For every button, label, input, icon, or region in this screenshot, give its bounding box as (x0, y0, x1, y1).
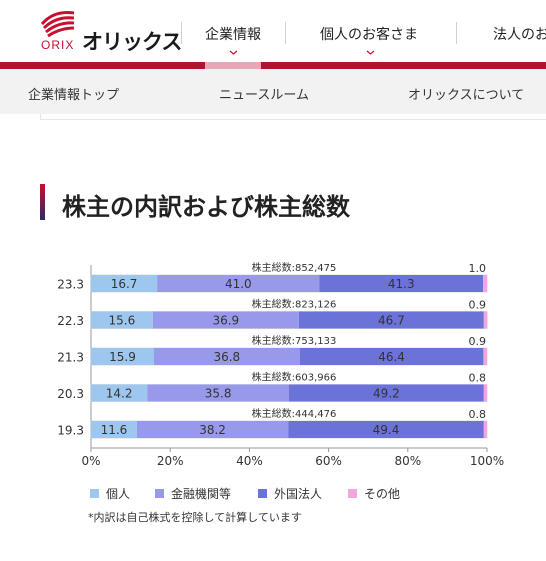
legend-item-foreign: 外国法人 (258, 485, 323, 501)
x-tick-label: 40% (236, 454, 263, 468)
data-label: 0.8 (469, 372, 487, 385)
bar-segment (483, 275, 487, 292)
bar-segment (483, 311, 488, 329)
category-label: 19.3 (57, 424, 84, 438)
bar-segment (483, 384, 487, 402)
orix-logo-mark (40, 11, 75, 38)
x-tick-label: 0% (81, 454, 100, 468)
subnav-newsroom[interactable]: ニュースルーム (219, 88, 309, 103)
data-label: 46.7 (378, 314, 405, 328)
data-label: 16.7 (111, 277, 138, 291)
legend-swatch (258, 489, 267, 498)
bar-segment (91, 348, 154, 365)
footnote: *内訳は自己株式を控除して計算しています (88, 511, 302, 524)
legend-label: その他 (364, 487, 401, 501)
subnav-corporate-top[interactable]: 企業情報トップ (28, 88, 120, 103)
data-label: 0.9 (469, 299, 487, 312)
site-header: ORIX オリックス 企業情報 個人のお客さま 法人のお (0, 0, 546, 62)
total-shareholders-label: 株主総数:444,476 (252, 407, 337, 420)
legend-item-financial: 金融機関等 (155, 485, 232, 501)
data-label: 49.4 (373, 423, 400, 437)
active-nav-indicator (205, 62, 261, 69)
data-label: 41.0 (225, 277, 252, 291)
header-red-bar (0, 62, 546, 69)
category-label: 21.3 (57, 351, 84, 365)
legend-item-individual: 個人 (90, 485, 131, 501)
x-tick-label: 100% (470, 454, 504, 468)
page-title: 株主の内訳および株主総数 (62, 193, 350, 221)
data-label: 49.2 (373, 387, 400, 401)
x-tick-label: 80% (394, 454, 421, 468)
total-shareholders-label: 株主総数:603,966 (252, 371, 337, 384)
heading-accent-bar (40, 184, 45, 220)
data-label: 11.6 (101, 423, 128, 437)
bar-segment (288, 421, 484, 438)
bar-segment (152, 311, 299, 329)
category-label: 22.3 (57, 314, 84, 328)
gnav-corporate-info[interactable]: 企業情報 (205, 27, 261, 43)
subnav-about-orix[interactable]: オリックスについて (408, 88, 525, 103)
total-shareholders-label: 株主総数:852,475 (252, 261, 337, 274)
legend-swatch (90, 489, 99, 498)
bar-segment (91, 421, 137, 438)
data-label: 41.3 (388, 277, 415, 291)
data-label: 0.9 (469, 335, 487, 348)
gnav-corporate[interactable]: 法人のお (493, 27, 546, 43)
logo-wordmark-jp: オリックス (82, 30, 182, 54)
x-tick-label: 60% (315, 454, 342, 468)
orix-logo[interactable]: ORIX オリックス (40, 10, 182, 54)
data-label: 36.9 (212, 314, 239, 328)
header-divider (285, 22, 286, 44)
data-label: 38.2 (199, 423, 226, 437)
header-divider (181, 22, 182, 44)
chevron-down-icon (229, 50, 238, 55)
bar-segment (91, 311, 153, 329)
sub-navigation: 企業情報トップ ニュースルーム オリックスについて (0, 69, 546, 114)
legend-swatch (348, 489, 357, 498)
legend-swatch (155, 489, 164, 498)
bar-segment (91, 275, 158, 292)
data-label: 35.8 (205, 387, 232, 401)
divider (40, 114, 546, 120)
shareholder-breakdown-chart: 23.3 株主総数:852,475 16.7 41.0 41.3 1.0 22.3 株主総数:… (57, 261, 504, 468)
bar-segment (483, 421, 487, 438)
bar-segment (289, 384, 484, 402)
category-label: 23.3 (57, 278, 84, 292)
data-label: 0.8 (469, 408, 487, 421)
chevron-down-icon (366, 50, 375, 55)
x-tick-label: 20% (157, 454, 184, 468)
data-label: 36.8 (213, 350, 240, 364)
legend-label: 個人 (106, 487, 131, 501)
gnav-individual[interactable]: 個人のお客さま (320, 27, 418, 43)
bar-segment (319, 275, 484, 292)
bar-segment (136, 421, 289, 438)
bar-segment (91, 384, 148, 402)
data-label: 15.6 (109, 314, 136, 328)
total-shareholders-label: 株主総数:753,133 (252, 334, 337, 347)
category-label: 20.3 (57, 387, 84, 401)
bar-segment (157, 275, 320, 292)
bar-segment (153, 348, 300, 365)
legend-label: 外国法人 (274, 487, 323, 501)
data-label: 15.9 (109, 350, 136, 364)
header-divider (456, 22, 457, 44)
bar-segment (299, 348, 484, 365)
bar-segment (147, 384, 289, 402)
logo-wordmark-en: ORIX (41, 38, 75, 52)
bar-segment (298, 311, 484, 329)
data-label: 14.2 (106, 387, 133, 401)
bar-segment (483, 348, 487, 365)
total-shareholders-label: 株主総数:823,126 (252, 298, 337, 311)
data-label: 1.0 (469, 262, 487, 275)
legend-label: 金融機関等 (171, 487, 232, 501)
data-label: 46.4 (378, 350, 405, 364)
legend-item-other: その他 (348, 485, 401, 501)
